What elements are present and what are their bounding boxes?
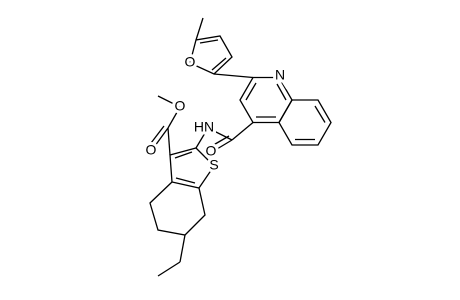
double-bond bbox=[245, 82, 257, 101]
double-bond bbox=[314, 105, 326, 123]
double-bond bbox=[199, 39, 219, 44]
methyl-bond bbox=[195, 17, 204, 41]
cyclohexene-ring bbox=[149, 181, 206, 236]
ethyl-bond bbox=[179, 234, 186, 263]
pyridine-ring bbox=[239, 76, 293, 124]
bonds bbox=[147, 17, 332, 277]
atom-label: S bbox=[209, 157, 218, 173]
double-bond bbox=[276, 83, 287, 101]
furan-ring bbox=[189, 35, 233, 75]
atom-label: HN bbox=[194, 119, 214, 135]
carbonyl-bond bbox=[211, 139, 233, 153]
methoxy-bond bbox=[157, 95, 181, 108]
atom-label: O bbox=[206, 143, 217, 159]
bond bbox=[231, 122, 254, 141]
bond bbox=[167, 106, 181, 129]
atom-label: N bbox=[275, 67, 285, 83]
atom-labels: O N O HN S O O bbox=[143, 51, 289, 176]
thiophene-ring bbox=[169, 147, 215, 189]
bond bbox=[167, 127, 171, 156]
benzo-ring bbox=[278, 99, 332, 146]
ethyl-bond bbox=[157, 261, 181, 277]
bond bbox=[213, 73, 254, 79]
atom-label: O bbox=[175, 98, 186, 114]
atom-label: O bbox=[146, 142, 157, 158]
carbonyl-bond bbox=[147, 125, 165, 148]
carbonyl-bond bbox=[209, 135, 230, 148]
bond bbox=[207, 127, 233, 141]
double-bond bbox=[174, 151, 193, 159]
bond bbox=[195, 127, 209, 149]
atom-label: O bbox=[185, 54, 196, 70]
carbonyl-bond bbox=[151, 127, 169, 151]
double-bond bbox=[211, 57, 227, 71]
double-bond bbox=[175, 177, 196, 184]
